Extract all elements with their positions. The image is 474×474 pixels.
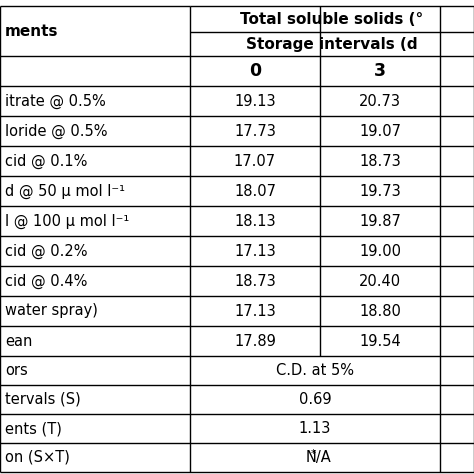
Text: 18.80: 18.80 [359,303,401,319]
Text: cid @ 0.1%: cid @ 0.1% [5,154,87,169]
Text: 17.07: 17.07 [234,154,276,168]
Text: cid @ 0.4%: cid @ 0.4% [5,273,87,289]
Text: 19.07: 19.07 [359,124,401,138]
Text: 17.89: 17.89 [234,334,276,348]
Text: loride @ 0.5%: loride @ 0.5% [5,123,108,138]
Text: l @ 100 μ mol l⁻¹: l @ 100 μ mol l⁻¹ [5,213,129,228]
Text: 17.13: 17.13 [234,244,276,258]
Text: 0: 0 [249,62,261,80]
Text: Total soluble solids (°: Total soluble solids (° [240,11,424,27]
Text: 1.13: 1.13 [299,421,331,436]
Text: 19.54: 19.54 [359,334,401,348]
Text: cid @ 0.2%: cid @ 0.2% [5,243,88,259]
Text: Storage intervals (d: Storage intervals (d [246,36,418,52]
Text: 18.73: 18.73 [359,154,401,168]
Text: 20.73: 20.73 [359,93,401,109]
Text: ents (T): ents (T) [5,421,62,436]
Text: water spray): water spray) [5,303,98,319]
Text: 0.69: 0.69 [299,392,331,407]
Text: 19.87: 19.87 [359,213,401,228]
Text: ors: ors [5,363,28,378]
Text: 18.13: 18.13 [234,213,276,228]
Text: C.D. at 5%: C.D. at 5% [276,363,354,378]
Text: 17.73: 17.73 [234,124,276,138]
Text: 17.13: 17.13 [234,303,276,319]
Text: itrate @ 0.5%: itrate @ 0.5% [5,93,106,109]
Text: on (S×T): on (S×T) [5,450,70,465]
Text: N/A: N/A [306,450,332,465]
Text: 20.40: 20.40 [359,273,401,289]
Text: 19.73: 19.73 [359,183,401,199]
Text: 18.07: 18.07 [234,183,276,199]
Text: tervals (S): tervals (S) [5,392,81,407]
Text: ments: ments [5,24,58,38]
Text: *: * [310,449,316,459]
Text: 3: 3 [374,62,386,80]
Text: ean: ean [5,334,32,348]
Text: 19.13: 19.13 [234,93,276,109]
Text: 19.00: 19.00 [359,244,401,258]
Text: d @ 50 μ mol l⁻¹: d @ 50 μ mol l⁻¹ [5,183,125,199]
Text: 18.73: 18.73 [234,273,276,289]
